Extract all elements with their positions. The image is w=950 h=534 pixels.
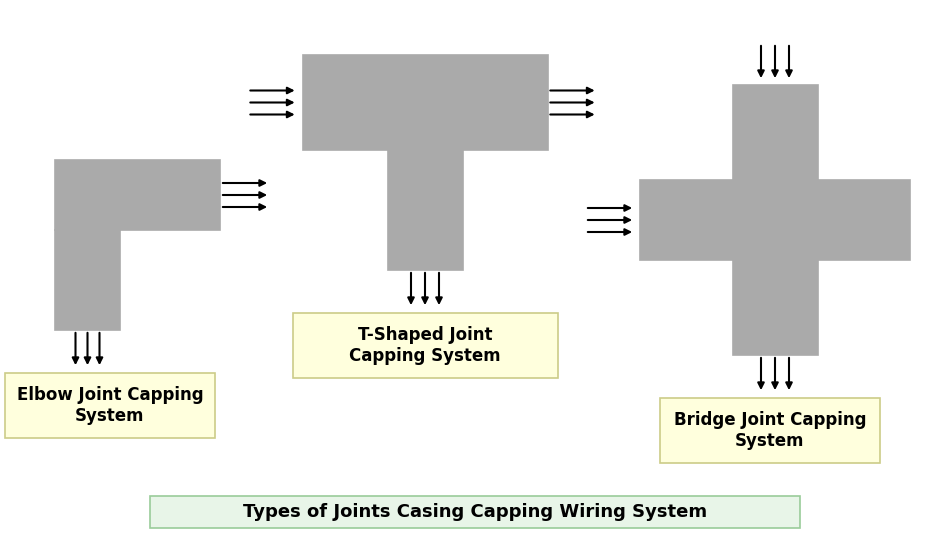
Bar bbox=[732, 85, 818, 355]
Text: Types of Joints Casing Capping Wiring System: Types of Joints Casing Capping Wiring Sy… bbox=[243, 503, 707, 521]
Bar bbox=[150, 496, 800, 528]
Bar bbox=[660, 398, 880, 463]
Text: Bridge Joint Capping
System: Bridge Joint Capping System bbox=[674, 411, 866, 450]
Bar bbox=[388, 150, 463, 270]
Bar bbox=[640, 180, 910, 260]
Bar bbox=[293, 313, 558, 378]
Bar bbox=[302, 55, 547, 150]
Bar bbox=[55, 230, 120, 330]
Bar bbox=[55, 160, 220, 230]
Text: T-Shaped Joint
Capping System: T-Shaped Joint Capping System bbox=[350, 326, 501, 365]
Bar bbox=[5, 373, 215, 438]
Text: Elbow Joint Capping
System: Elbow Joint Capping System bbox=[17, 386, 203, 425]
